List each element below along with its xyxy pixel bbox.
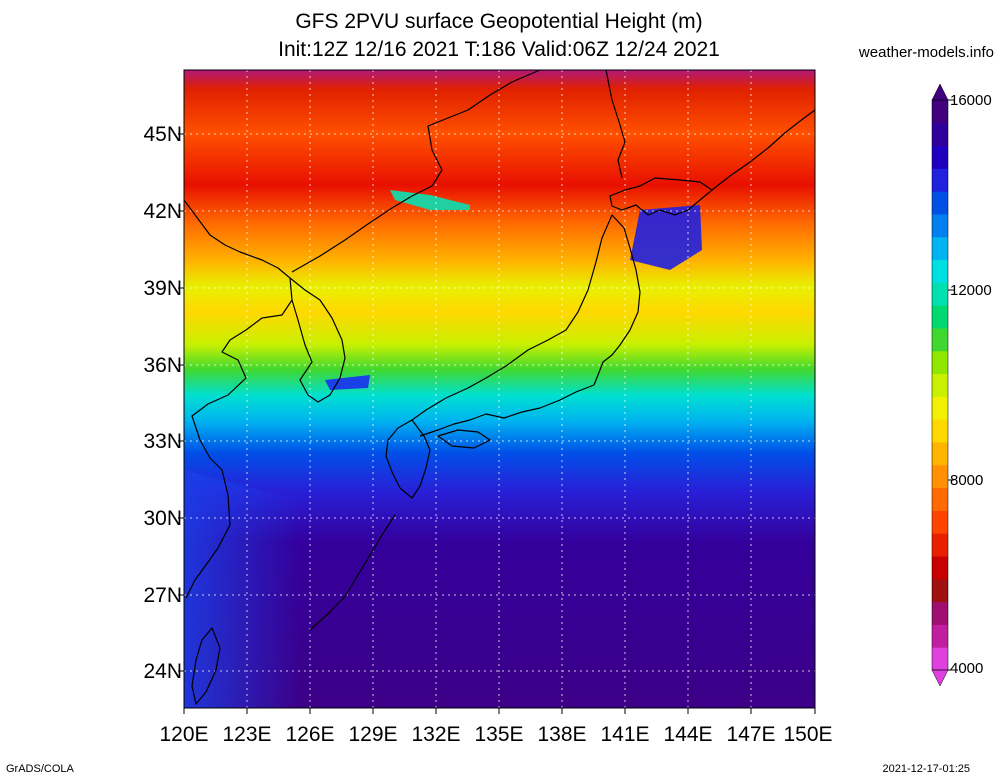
lat-ticks [178,133,184,672]
colorbar-label-4000: 4000 [950,660,984,677]
colorbar-swatch [932,282,948,306]
colorbar-swatch [932,168,948,192]
colorbar-swatch [932,487,948,511]
gridlines [184,70,815,708]
colorbar-swatch [932,350,948,375]
colorbar-label-16000: 16000 [950,92,992,109]
coast-honshu-west [411,214,613,421]
colorbar-swatch [932,236,948,261]
coast-honshu-south [419,384,595,437]
blue-anomaly-korea [325,375,370,390]
green-anomaly-north [390,190,470,210]
colorbar-swatch [932,191,948,215]
lon-label-123e: 123E [222,723,272,746]
lat-label-24n: 24N [143,660,182,683]
colorbar-swatch [932,396,948,420]
footer-software: GrADS/COLA [6,763,74,775]
lon-label-144e: 144E [663,723,713,746]
lat-label-27n: 27N [143,584,182,607]
colorbar-swatch [932,214,948,238]
lon-ticks [183,708,816,714]
colorbar-swatch [932,305,948,329]
coast-honshu-north [593,214,641,386]
coastlines [183,69,816,705]
lon-label-129e: 129E [348,723,398,746]
lon-label-150e: 150E [783,723,833,746]
colorbar-swatch [932,624,948,648]
colorbar-frame [931,99,949,671]
lon-label-135e: 135E [474,723,524,746]
colorbar-swatch [932,647,948,671]
coast-kuril [711,109,816,191]
colorbar-swatch [932,122,948,147]
lon-label-141e: 141E [600,723,650,746]
coast-taiwan [191,627,221,705]
colorbar-swatch [932,533,948,557]
colorbar-swatch [932,464,948,489]
colorbar-label-8000: 8000 [950,472,984,489]
coast-ryukyu [309,514,396,631]
lon-label-138e: 138E [537,723,587,746]
footer-timestamp: 2021-12-17-01:25 [882,763,970,775]
colorbar-swatch [932,556,948,580]
lon-label-120e: 120E [159,723,209,746]
lon-label-126e: 126E [285,723,335,746]
colorbar [932,100,948,671]
colorbar-swatch [932,601,948,625]
lat-label-36n: 36N [143,354,182,377]
colorbar-swatch [932,373,948,397]
lat-label-42n: 42N [143,200,182,223]
site-credit: weather-models.info [858,44,994,61]
lon-label-147e: 147E [726,723,776,746]
coast-korea [289,277,346,403]
lat-label-33n: 33N [143,430,182,453]
coast-mainland-asia [183,199,293,599]
coast-sakhalin [605,69,626,179]
colorbar-swatch [932,419,948,443]
colorbar-ticks [948,99,954,671]
colorbar-top-arrow [931,83,949,101]
colorbar-bottom-arrow [931,669,949,687]
lat-label-30n: 30N [143,507,182,530]
map-subtitle: Init:12Z 12/16 2021 T:186 Valid:06Z 12/2… [278,38,720,61]
colorbar-swatch [932,145,948,169]
coast-shikoku [437,429,491,449]
blue-anomaly-northeast [630,205,702,270]
colorbar-label-12000: 12000 [950,282,992,299]
lat-label-39n: 39N [143,277,182,300]
colorbar-swatch [932,442,948,466]
colorbar-swatch [932,328,948,352]
lon-label-132e: 132E [411,723,461,746]
map-title: GFS 2PVU surface Geopotential Height (m) [295,10,703,33]
coast-russia-east [291,69,541,273]
colorbar-swatch [932,259,948,283]
lat-label-45n: 45N [143,123,182,146]
coast-kyushu [385,419,431,499]
coast-hokkaido [609,177,713,216]
colorbar-swatch [932,100,948,124]
south-west-blue-band [184,470,300,708]
colorbar-swatch [932,578,948,603]
colorbar-swatch [932,510,948,534]
